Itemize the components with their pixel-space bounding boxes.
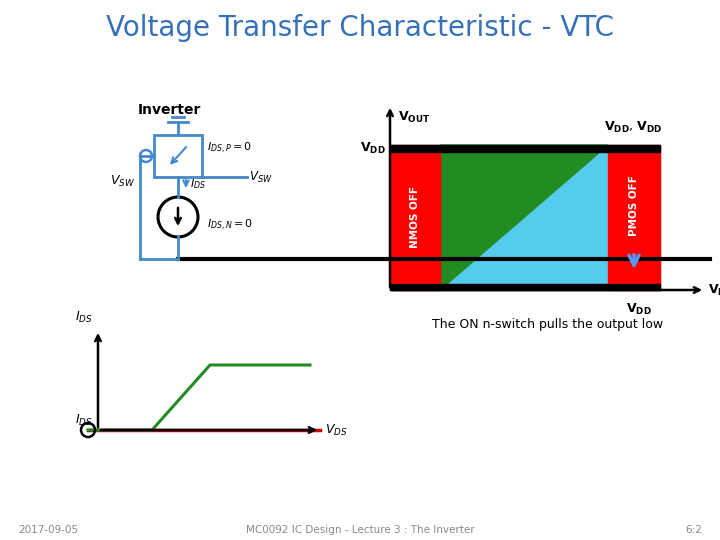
Bar: [390, 145, 660, 290]
Text: $\mathbf{V_{IN}}$: $\mathbf{V_{IN}}$: [708, 282, 720, 298]
Text: $I_{DS,P}=0$: $I_{DS,P}=0$: [207, 140, 252, 156]
Text: $\mathbf{V_{DD}}$: $\mathbf{V_{DD}}$: [360, 140, 386, 156]
Text: The ON n-switch pulls the output low: The ON n-switch pulls the output low: [433, 318, 664, 331]
Text: PMOS OFF: PMOS OFF: [629, 175, 639, 236]
Text: Voltage Transfer Characteristic - VTC: Voltage Transfer Characteristic - VTC: [106, 14, 614, 42]
Bar: [390, 284, 660, 290]
Bar: [608, 145, 660, 290]
Text: $I_{DS,N}=0$: $I_{DS,N}=0$: [207, 218, 253, 233]
Text: $I_{DS}$: $I_{DS}$: [190, 177, 206, 191]
Text: 2017-09-05: 2017-09-05: [18, 525, 78, 535]
Bar: [154, 135, 202, 177]
Bar: [390, 145, 440, 290]
Text: $\mathbf{V_{DD}}$: $\mathbf{V_{DD}}$: [626, 302, 652, 317]
Text: $V_{SW}$: $V_{SW}$: [249, 170, 273, 185]
Text: $V_{SW}$: $V_{SW}$: [110, 173, 135, 188]
Text: $\mathbf{V_{DD}}$, $\mathbf{V_{DD}}$: $\mathbf{V_{DD}}$, $\mathbf{V_{DD}}$: [604, 120, 662, 135]
Text: $V_{DS}$: $V_{DS}$: [325, 422, 348, 437]
Polygon shape: [440, 145, 608, 290]
Bar: [390, 145, 660, 152]
Text: $I_{DS}$: $I_{DS}$: [76, 310, 93, 325]
Text: $\mathbf{V_{OUT}}$: $\mathbf{V_{OUT}}$: [398, 110, 431, 125]
Text: MC0092 IC Design - Lecture 3 : The Inverter: MC0092 IC Design - Lecture 3 : The Inver…: [246, 525, 474, 535]
Text: $I_{DS}$: $I_{DS}$: [76, 413, 93, 428]
Text: Inverter: Inverter: [138, 103, 202, 117]
Text: 6:2: 6:2: [685, 525, 702, 535]
Text: NMOS OFF: NMOS OFF: [410, 186, 420, 248]
